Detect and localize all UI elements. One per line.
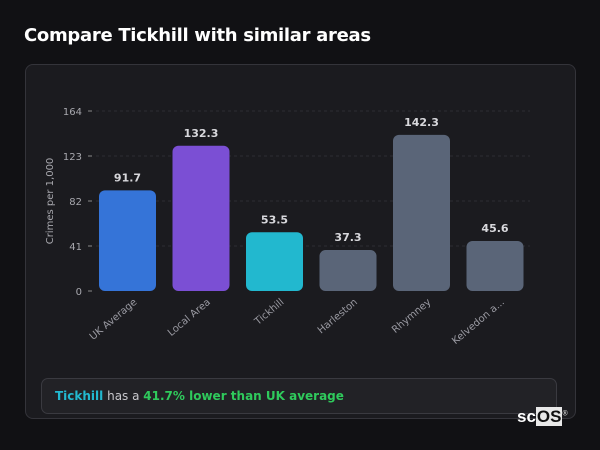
bar-harleston bbox=[319, 250, 377, 291]
summary-place: Tickhill bbox=[55, 389, 104, 403]
y-tick-label: 0 bbox=[76, 287, 82, 298]
bar-tickhill bbox=[246, 232, 303, 291]
summary-text: has a bbox=[103, 389, 144, 403]
y-tick-label: 41 bbox=[69, 242, 82, 253]
y-tick-label: 82 bbox=[69, 197, 82, 208]
x-tick-label: Tickhill bbox=[252, 297, 286, 328]
bar-kelvedon-a- bbox=[466, 240, 524, 291]
page-title: Compare Tickhill with similar areas bbox=[24, 25, 371, 46]
data-label: 142.3 bbox=[404, 116, 439, 129]
y-tick-label: 164 bbox=[63, 107, 82, 118]
bar-uk-average bbox=[99, 190, 156, 291]
summary-comparison: 41.7% lower than UK average bbox=[143, 389, 344, 403]
watermark-logo: scOS® bbox=[517, 407, 568, 426]
summary-box: Tickhill has a 41.7% lower than UK avera… bbox=[41, 378, 557, 414]
y-axis-label: Crimes per 1,000 bbox=[45, 158, 56, 245]
data-label: 132.3 bbox=[184, 127, 219, 140]
bar-rhymney bbox=[393, 134, 450, 291]
x-tick-label: Local Area bbox=[166, 297, 213, 339]
x-tick-label: Kelvedon a... bbox=[450, 297, 507, 347]
data-label: 45.6 bbox=[481, 222, 508, 235]
bar-local-area bbox=[172, 145, 230, 291]
data-label: 91.7 bbox=[114, 171, 141, 184]
x-tick-label: Harleston bbox=[316, 297, 360, 336]
data-label: 53.5 bbox=[261, 213, 288, 226]
data-label: 37.3 bbox=[334, 231, 361, 244]
x-tick-label: UK Average bbox=[88, 297, 140, 343]
y-tick-label: 123 bbox=[63, 152, 82, 163]
x-tick-label: Rhymney bbox=[390, 297, 433, 336]
